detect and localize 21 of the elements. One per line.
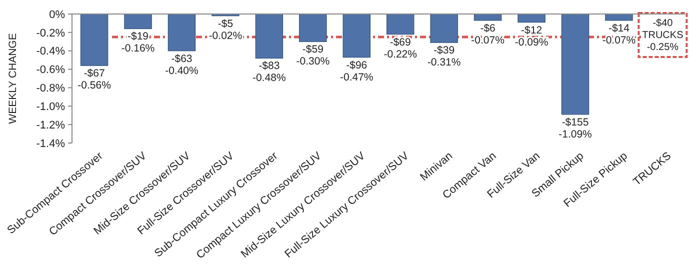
y-tick-label: -0.4% [36, 46, 66, 58]
y-tick-label: -0.2% [36, 27, 66, 40]
data-label: -$39 -0.31% [427, 44, 461, 69]
data-label: -$12 -0.09% [514, 24, 548, 48]
y-tick-label: -0.8% [36, 82, 66, 95]
data-label: -$155 -1.09% [558, 116, 592, 140]
data-label: -$67 -0.56% [78, 68, 111, 92]
y-tick-label: 0% [49, 8, 66, 21]
y-tick-label: -1.2% [36, 119, 66, 132]
data-label: -$83 -0.48% [252, 60, 286, 84]
data-label: -$96 -0.47% [340, 59, 374, 84]
data-label: -$69 -0.22% [384, 36, 417, 60]
data-label: -$59 -0.30% [296, 44, 330, 68]
ref-line-label: -$40 TRUCKS -0.25% [642, 18, 684, 54]
y-tick-label: -1.4% [36, 138, 66, 150]
y-tick-label: -1.0% [36, 100, 66, 113]
y-axis-title: WEEKLY CHANGE [7, 33, 19, 124]
data-label: -$63 -0.40% [165, 52, 198, 77]
data-label: -$6 -0.07% [471, 22, 504, 46]
data-label: -$14 -0.07% [602, 22, 636, 46]
y-tick-label: -0.6% [36, 64, 66, 76]
